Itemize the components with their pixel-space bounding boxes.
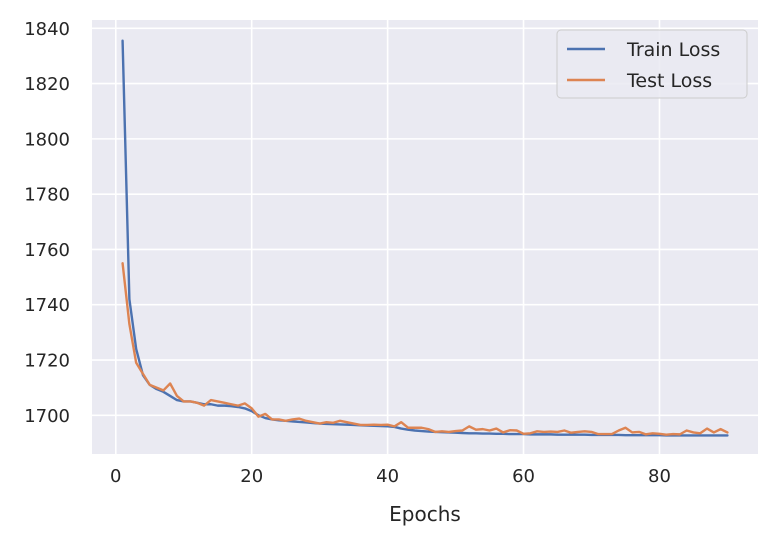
x-axis-label: Epochs [389,502,461,526]
x-tick-label: 40 [376,466,399,487]
y-tick-labels: 1700 1720 1740 1760 1780 1800 1820 1840 [24,19,70,427]
x-tick-label: 60 [512,466,535,487]
grid-lines [92,20,758,454]
y-tick-label: 1800 [24,129,70,150]
series-line-test-loss [121,262,729,436]
series-layer [121,39,729,437]
y-tick-label: 1720 [24,351,70,372]
y-tick-label: 1840 [24,19,70,40]
y-tick-label: 1760 [24,240,70,261]
x-tick-label: 0 [110,466,121,487]
y-tick-label: 1700 [24,406,70,427]
x-tick-labels: 0 20 40 60 80 [110,466,671,487]
legend-label-train-loss: Train Loss [626,39,720,61]
y-tick-label: 1780 [24,185,70,206]
legend-label-test-loss: Test Loss [626,70,712,92]
y-tick-label: 1740 [24,295,70,316]
y-tick-label: 1820 [24,74,70,95]
series-line-train-loss [121,39,729,437]
legend: Train Loss Test Loss [556,29,748,99]
x-tick-label: 20 [240,466,263,487]
x-tick-label: 80 [648,466,671,487]
